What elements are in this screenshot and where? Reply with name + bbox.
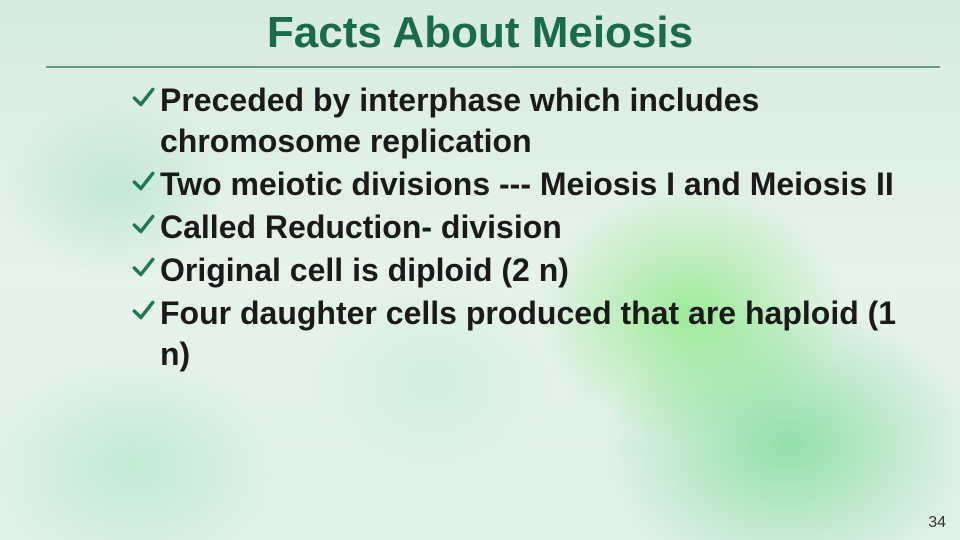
list-item: Four daughter cells produced that are ha… [130,293,912,375]
list-item-text: Two meiotic divisions --- Meiosis I and … [160,166,894,202]
list-item-text: Four daughter cells produced that are ha… [160,295,896,372]
check-icon [130,254,156,280]
title-underline [46,66,940,69]
list-item-text: Called Reduction- division [160,209,562,245]
page-number: 34 [928,514,946,532]
list-item: Original cell is diploid (2 n) [130,250,912,291]
check-icon [130,84,156,110]
check-icon [130,168,156,194]
list-item: Called Reduction- division [130,207,912,248]
check-icon [130,211,156,237]
check-icon [130,297,156,323]
bullet-list: Preceded by interphase which includes ch… [130,80,912,377]
list-item: Preceded by interphase which includes ch… [130,80,912,162]
list-item-text: Preceded by interphase which includes ch… [160,82,759,159]
page-title: Facts About Meiosis [257,4,703,62]
title-container: Facts About Meiosis [0,4,960,62]
list-item: Two meiotic divisions --- Meiosis I and … [130,164,912,205]
list-item-text: Original cell is diploid (2 n) [160,252,569,288]
